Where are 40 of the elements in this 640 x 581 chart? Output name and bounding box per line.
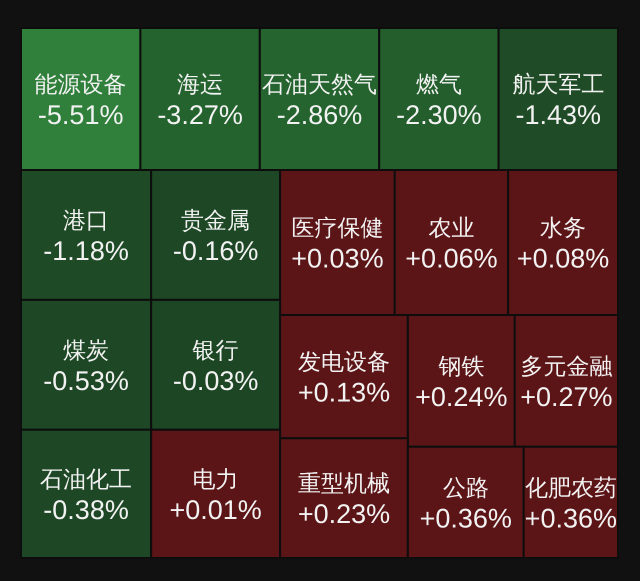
category-label: 燃气 xyxy=(416,71,462,98)
data-label: -5.51% xyxy=(38,100,124,130)
category-label: 银行 xyxy=(192,336,239,363)
category-label: 化肥农药 xyxy=(524,474,617,500)
data-label: +0.36% xyxy=(524,503,617,534)
category-label: 医疗保健 xyxy=(291,214,384,241)
data-label: +0.27% xyxy=(520,382,613,412)
data-label: +0.13% xyxy=(298,378,390,408)
data-label: -0.03% xyxy=(172,366,258,396)
data-label: +0.03% xyxy=(291,244,384,274)
data-label: -1.43% xyxy=(516,100,602,130)
category-label: 港口 xyxy=(63,206,110,233)
category-label: 钢铁 xyxy=(437,352,484,379)
data-label: -3.27% xyxy=(157,100,243,130)
category-label: 农业 xyxy=(428,214,474,241)
data-label: +0.08% xyxy=(516,244,610,274)
category-label: 能源设备 xyxy=(34,71,127,98)
category-label: 煤炭 xyxy=(63,336,110,363)
category-label: 航天军工 xyxy=(512,71,604,98)
data-label: +0.01% xyxy=(169,494,262,525)
category-label: 贵金属 xyxy=(181,206,250,233)
category-label: 公路 xyxy=(442,474,489,500)
category-label: 海运 xyxy=(177,71,224,98)
data-label: -0.53% xyxy=(43,366,129,396)
category-label: 水务 xyxy=(540,214,586,241)
data-label: +0.24% xyxy=(415,382,508,412)
data-label: +0.36% xyxy=(420,503,512,534)
category-label: 发电设备 xyxy=(298,348,390,375)
category-label: 多元金融 xyxy=(520,352,612,379)
data-label: -0.16% xyxy=(172,236,258,266)
category-label: 电力 xyxy=(192,466,239,492)
data-label: -2.86% xyxy=(276,100,362,130)
data-label: +0.06% xyxy=(405,244,498,274)
category-label: 重型机械 xyxy=(298,470,390,496)
data-label: -0.38% xyxy=(43,494,129,525)
data-label: -2.30% xyxy=(396,100,482,130)
category-label: 石油天然气 xyxy=(262,71,377,98)
data-label: -1.18% xyxy=(43,236,129,266)
category-label: 石油化工 xyxy=(40,466,132,492)
data-label: +0.23% xyxy=(298,499,390,530)
